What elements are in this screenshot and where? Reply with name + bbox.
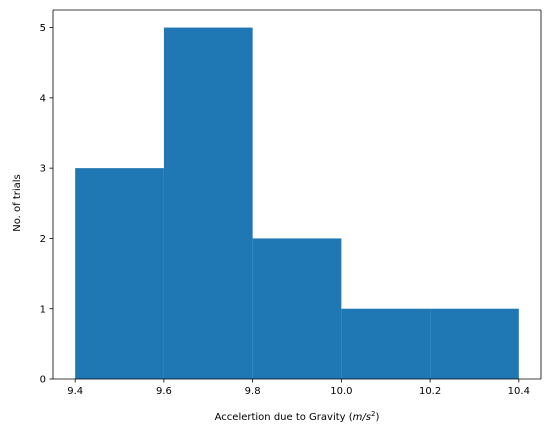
x-tick-label: 10.0 bbox=[330, 386, 352, 397]
x-tick-label: 9.8 bbox=[245, 386, 261, 397]
y-tick-label: 1 bbox=[40, 304, 46, 315]
x-axis-label-unit-exp: 2 bbox=[371, 410, 375, 418]
x-tick-label: 9.6 bbox=[156, 386, 172, 397]
x-axis-ticks: 9.4 9.6 9.8 10.0 10.2 10.4 bbox=[67, 379, 530, 397]
x-axis-label: Accelertion due to Gravity (m/s2) bbox=[215, 410, 380, 423]
y-tick-label: 5 bbox=[40, 23, 46, 34]
x-axis-label-suffix: ) bbox=[375, 412, 379, 423]
histogram-bars bbox=[75, 27, 519, 379]
x-axis-label-unit-sep: / bbox=[361, 412, 367, 423]
y-axis-label: No. of trials bbox=[12, 174, 23, 232]
y-tick-label: 4 bbox=[40, 93, 46, 104]
y-tick-label: 3 bbox=[40, 164, 46, 175]
axes bbox=[52, 9, 542, 380]
y-tick-label: 0 bbox=[40, 375, 46, 386]
x-tick-label: 9.4 bbox=[67, 386, 83, 397]
x-tick-label: 10.4 bbox=[508, 386, 530, 397]
y-tick-label: 2 bbox=[40, 234, 46, 245]
histogram-bar-4 bbox=[430, 308, 519, 379]
x-tick-label: 10.2 bbox=[419, 386, 441, 397]
histogram-bar-2 bbox=[252, 238, 342, 379]
histogram-bar-3 bbox=[341, 308, 431, 379]
histogram-bar-0 bbox=[75, 168, 164, 379]
x-axis-label-unit-m: m bbox=[353, 412, 363, 423]
x-axis-label-unit-s: s bbox=[366, 412, 371, 423]
y-axis-ticks: 0 1 2 3 4 5 bbox=[40, 23, 53, 386]
x-axis-label-prefix: Accelertion due to Gravity ( bbox=[215, 412, 353, 423]
histogram-bar-1 bbox=[163, 27, 253, 379]
